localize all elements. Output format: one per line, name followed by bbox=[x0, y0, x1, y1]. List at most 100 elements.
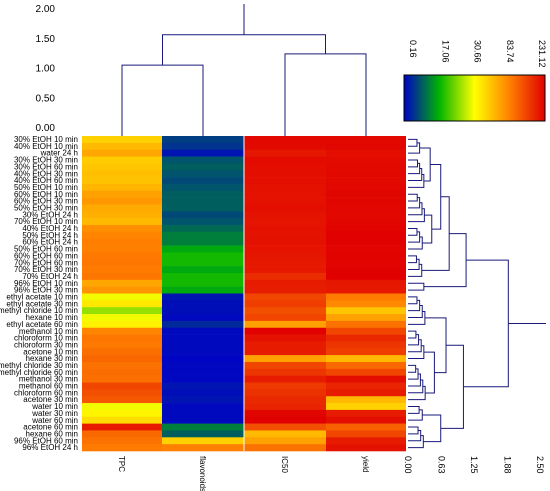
heatmap-cell bbox=[82, 409, 162, 418]
heatmap-cell bbox=[326, 211, 406, 219]
heatmap-cell bbox=[326, 238, 406, 246]
heatmap-cell bbox=[82, 211, 162, 219]
legend-tick: 0.16 bbox=[408, 40, 418, 58]
row-dendrogram bbox=[408, 138, 546, 449]
column-dendrogram-axis: 2.00 1.50 1.00 0.50 0.00 bbox=[36, 4, 56, 134]
row-label: methyl chloride 30 min bbox=[0, 361, 78, 370]
heatmap-cell bbox=[162, 190, 244, 198]
heatmap-cell bbox=[82, 163, 162, 171]
heatmap-cell bbox=[244, 211, 326, 219]
heatmap-cell bbox=[82, 225, 162, 233]
heatmap-cell bbox=[244, 218, 326, 226]
row-label: 60% EtOH 30 min bbox=[14, 197, 78, 206]
legend-tick: 231.12 bbox=[537, 40, 547, 68]
heatmap-cell bbox=[162, 307, 244, 315]
heatmap-cell bbox=[326, 142, 406, 150]
heatmap-cell bbox=[244, 238, 326, 246]
heatmap-cell bbox=[326, 136, 406, 144]
heatmap-cell bbox=[244, 437, 326, 445]
heatmap-cell bbox=[162, 177, 244, 185]
heatmap-cell bbox=[82, 142, 162, 150]
heatmap-cell bbox=[244, 409, 326, 418]
dendrogram-link bbox=[408, 304, 423, 318]
heatmap-cell bbox=[244, 416, 326, 424]
row-label: 30% EtOH 30 min bbox=[14, 156, 78, 165]
heatmap-cell bbox=[82, 423, 162, 431]
heatmap-cell bbox=[244, 293, 326, 301]
row-label: acetone 10 min bbox=[23, 347, 78, 356]
column-labels: TPC flavonoids IC50 yield bbox=[117, 456, 370, 491]
heatmap-cell bbox=[326, 389, 406, 397]
row-label: hexane 10 min bbox=[26, 313, 78, 322]
heatmap-cell bbox=[244, 197, 326, 205]
heatmap-cell bbox=[162, 163, 244, 171]
heatmap-cell bbox=[244, 314, 326, 322]
row-dendrogram-tick: 1.88 bbox=[502, 456, 512, 474]
heatmap-cell bbox=[82, 238, 162, 246]
heatmap-cell bbox=[326, 177, 406, 185]
row-label: 30% EtOH 60 min bbox=[14, 162, 78, 171]
row-label: water 30 min bbox=[31, 409, 78, 418]
heatmap-cell bbox=[244, 396, 326, 404]
heatmap-cell bbox=[162, 218, 244, 226]
heatmap-cell bbox=[162, 170, 244, 178]
dendrogram-link bbox=[408, 299, 421, 312]
heatmap-cell bbox=[326, 416, 406, 424]
heatmap-cell bbox=[82, 430, 162, 438]
row-label: 70% EtOH 60 min bbox=[14, 258, 78, 267]
heatmap-cell bbox=[326, 204, 406, 212]
row-label: 50% EtOH 60 min bbox=[14, 245, 78, 254]
heatmap-cell bbox=[326, 368, 406, 376]
row-label: ethyl acetate 10 min bbox=[6, 293, 78, 302]
dendrogram-link bbox=[408, 364, 417, 373]
row-label: hexane 30 min bbox=[26, 354, 78, 363]
heatmap-cell bbox=[326, 334, 406, 342]
heatmap-cell bbox=[326, 430, 406, 438]
dendrogram-link bbox=[408, 193, 418, 202]
heatmap-cell bbox=[326, 403, 406, 411]
heatmap-cell bbox=[82, 341, 162, 349]
heatmap-cell bbox=[326, 252, 406, 260]
heatmap-cell bbox=[82, 218, 162, 226]
dendrogram-link bbox=[408, 142, 421, 154]
row-label: 50% EtOH 10 min bbox=[14, 183, 78, 192]
color-legend: 0.16 17.06 30.66 83.74 231.12 bbox=[403, 40, 547, 122]
heatmap-cell bbox=[162, 225, 244, 233]
dendrogram-link bbox=[408, 282, 425, 291]
heatmap-cell bbox=[82, 272, 162, 281]
heatmap-cell bbox=[244, 334, 326, 342]
heatmap-cell bbox=[326, 355, 406, 363]
row-label: methanol 60 min bbox=[19, 382, 78, 391]
row-label: methyl chloride 60 min bbox=[0, 368, 78, 377]
heatmap-cell bbox=[326, 149, 406, 157]
row-label: ethyl acetate 60 min bbox=[6, 320, 78, 329]
heatmap-cell bbox=[326, 286, 406, 294]
row-label: 96% EtOH 30 min bbox=[14, 286, 78, 295]
row-label: 40% EtOH 60 min bbox=[14, 176, 78, 185]
legend-tick: 17.06 bbox=[440, 40, 450, 63]
heatmap-cell bbox=[162, 300, 244, 308]
heatmap-cell bbox=[326, 259, 406, 267]
heatmap-cell bbox=[82, 403, 162, 411]
row-label: 96% EtOH 10 min bbox=[14, 279, 78, 288]
heatmap-cell bbox=[82, 259, 162, 267]
dendrogram-link bbox=[408, 258, 420, 271]
heatmap-cell bbox=[326, 300, 406, 308]
heatmap-cell bbox=[162, 204, 244, 212]
dendrogram-link bbox=[408, 368, 419, 380]
heatmap-cell bbox=[244, 444, 326, 452]
dendrogram-link bbox=[408, 426, 419, 435]
heatmap-cell bbox=[326, 320, 406, 329]
dendrogram-link bbox=[408, 373, 421, 387]
heatmap-cell bbox=[326, 245, 406, 253]
dendrogram-link bbox=[408, 405, 420, 414]
heatmap-cell bbox=[244, 252, 326, 260]
heatmap-cell bbox=[244, 259, 326, 267]
heatmap-cell bbox=[326, 437, 406, 445]
column-label: TPC bbox=[117, 456, 126, 472]
heatmap-cell bbox=[244, 348, 326, 356]
heatmap-cell bbox=[326, 279, 406, 287]
heatmap-cell bbox=[162, 259, 244, 267]
